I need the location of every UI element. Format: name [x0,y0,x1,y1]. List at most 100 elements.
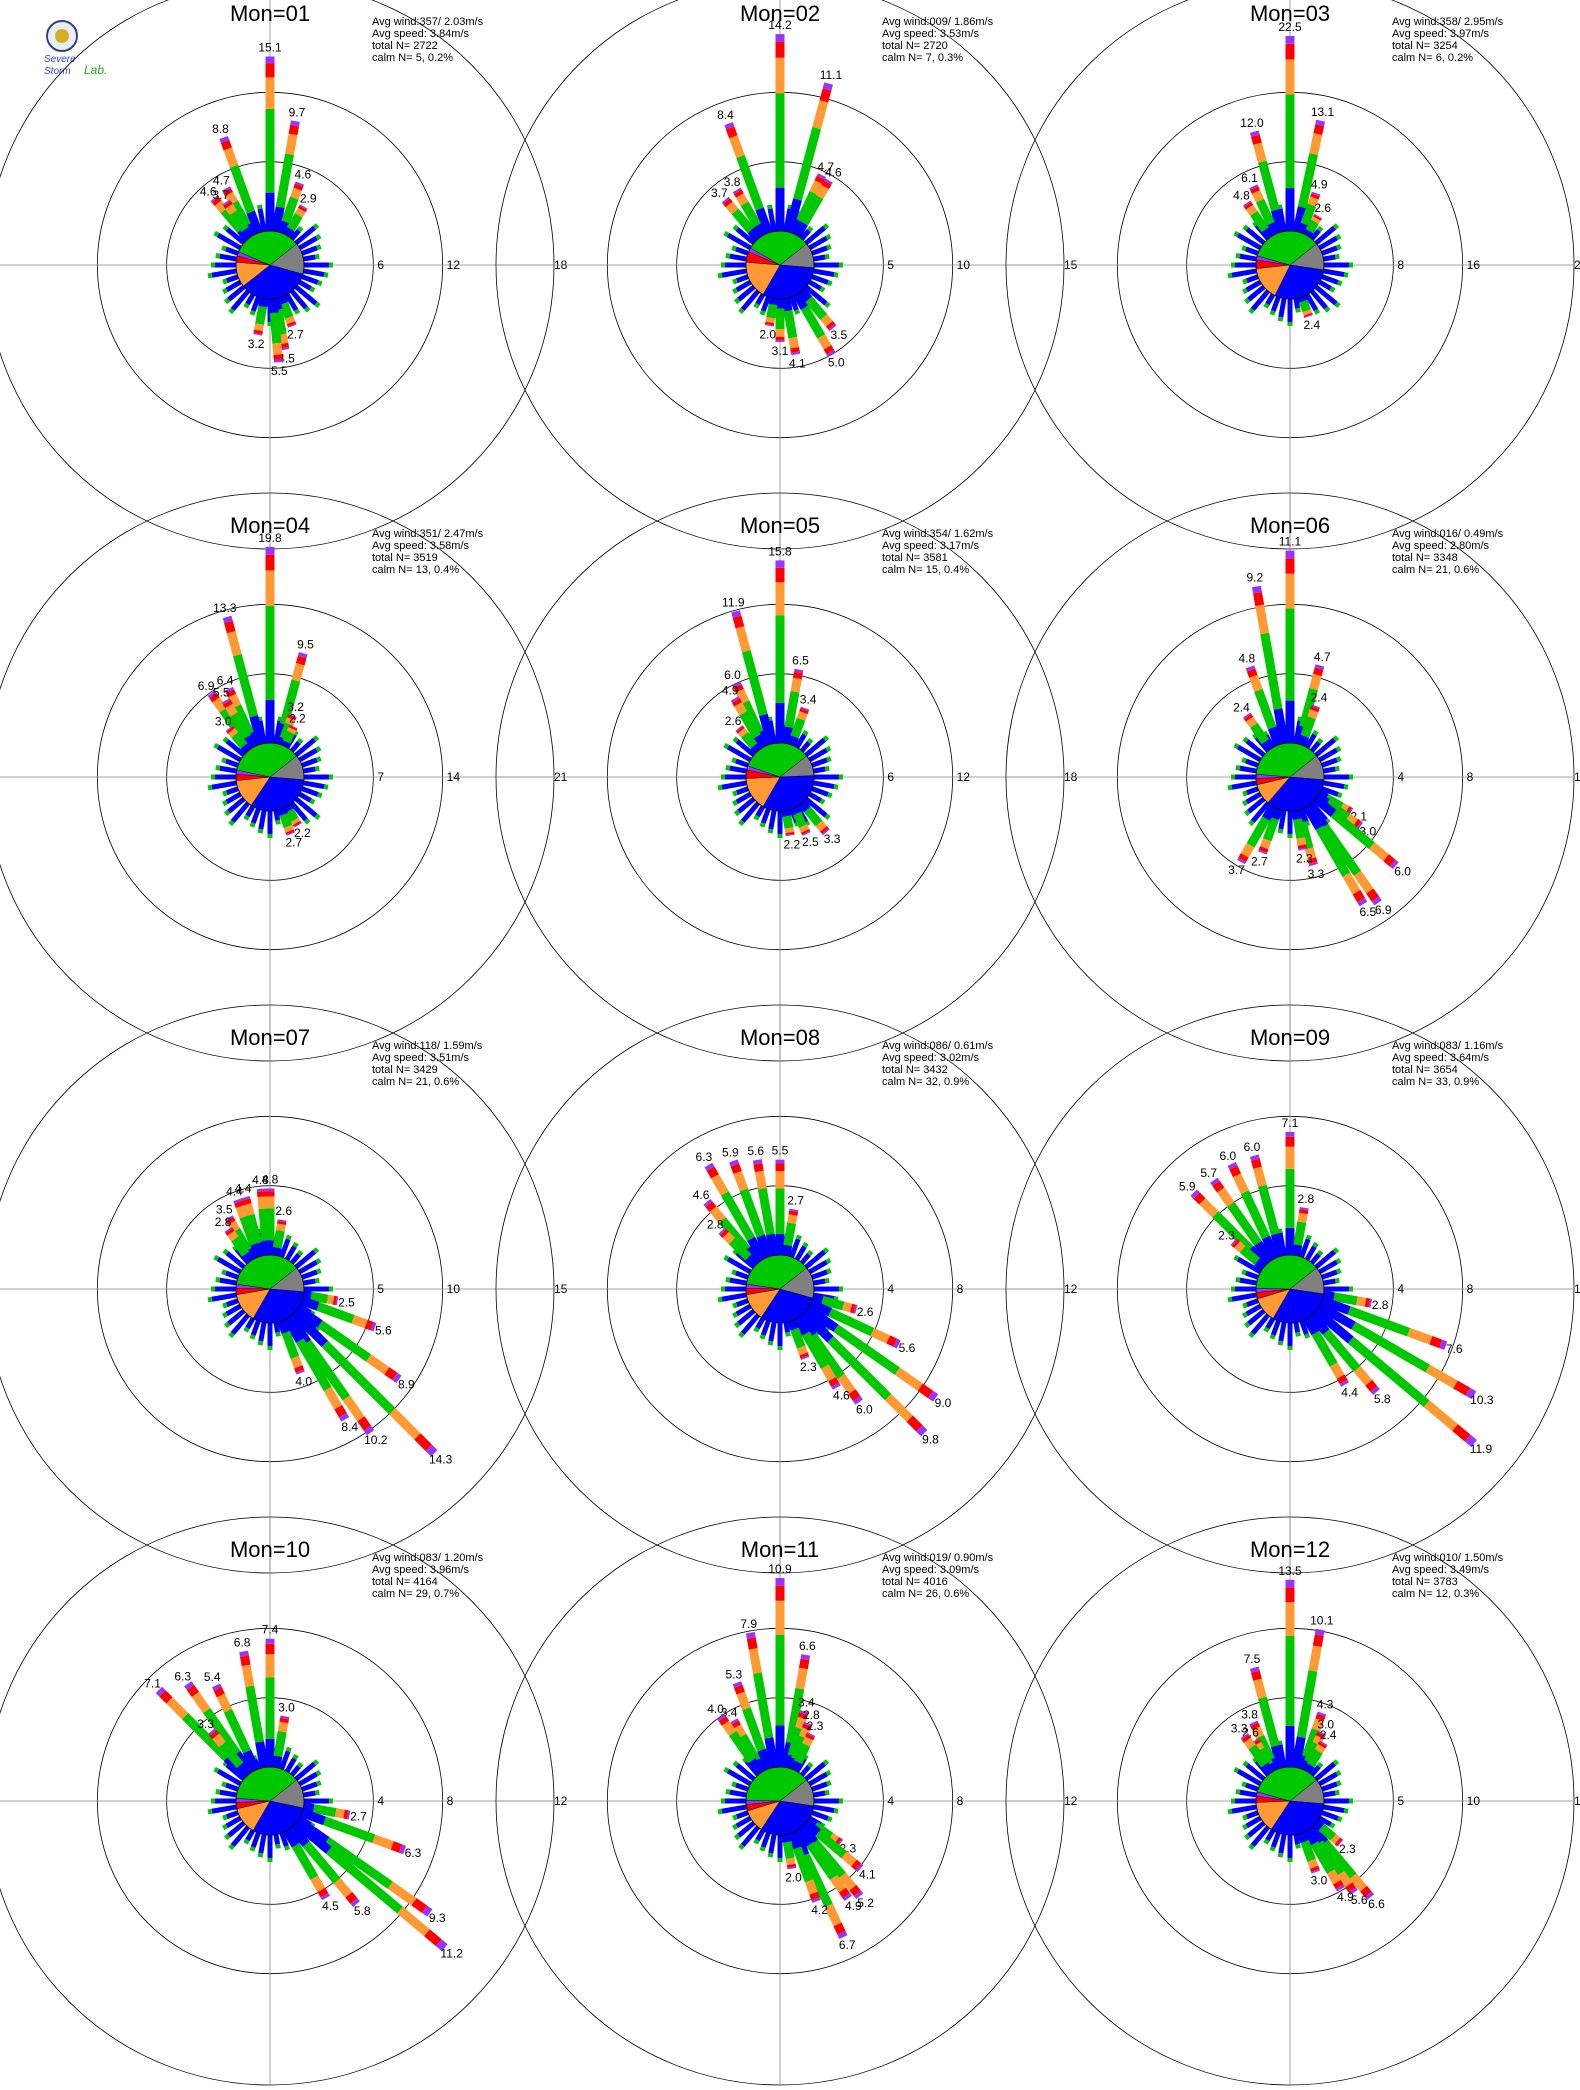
spoke-tip [1295,1331,1301,1337]
spoke-tip [215,252,221,259]
ring-label: 10 [447,1282,461,1296]
petal-segment [1249,1720,1259,1727]
spoke [813,254,826,262]
spoke-tip [292,1241,299,1248]
petal-label: 10.9 [768,1562,792,1576]
spoke-tip [1335,1257,1342,1265]
petal-segment [1321,1839,1357,1880]
petal-segment [855,1863,864,1872]
petal-label: 2.2 [784,837,801,851]
spoke-tip [731,245,737,252]
spoke-tip [822,735,830,742]
petal-segment [782,815,794,829]
petal-segment [711,1174,729,1196]
petal-segment [1423,1400,1458,1431]
spoke [294,796,318,818]
petal-segment [425,1444,438,1457]
petal-segment [224,1226,233,1234]
petal-segment [803,806,823,827]
spoke [1318,747,1339,763]
petal-segment [1347,1306,1411,1337]
petal-label: 6.0 [1394,864,1411,878]
spoke-tip [213,742,220,750]
petal-segment [225,725,234,732]
petal-segment [784,198,802,234]
petal-segment [422,1905,433,1917]
spoke [245,1317,256,1330]
petal-segment [272,342,283,355]
spoke-tip [1269,1334,1276,1340]
ring-label: 5 [377,1282,384,1296]
spoke [1270,1832,1281,1848]
petal-segment [1243,713,1254,722]
ring-label: 8 [1397,258,1404,272]
petal-segment [820,314,833,327]
petal-label: 6.0 [1244,1140,1261,1154]
spoke-tip [827,1304,833,1311]
petal-label: 4.9 [722,684,739,698]
petal-segment [277,333,289,345]
petal-label: 4.7 [213,174,230,188]
petal-label: 5.8 [1374,1392,1391,1406]
petal-segment [227,1230,239,1242]
petal-segment [740,201,762,228]
petal-segment [1330,1833,1341,1845]
petal-segment [800,194,824,226]
spoke-tip [807,1249,814,1257]
spoke [303,1790,316,1798]
rose-title: Mon=07 [230,1025,310,1050]
spoke-tip [767,828,774,834]
petal-segment [1371,896,1382,906]
petal-segment [224,1215,234,1222]
petal-segment [258,1208,271,1241]
petal-label: 14.3 [429,1453,453,1467]
petal-segment [842,1301,853,1313]
ring-label: 12 [1574,770,1580,784]
spoke-tip [1233,1766,1240,1774]
petal-segment [729,1718,739,1725]
petal-label: 5.6 [375,1323,392,1337]
spoke-tip [314,813,321,821]
info-line: Avg wind:351/ 2.47m/s [372,528,484,540]
spoke-tip [826,1780,832,1787]
petal-segment [363,1425,375,1436]
petal-segment [1364,1297,1371,1308]
petal-segment [411,1898,428,1913]
petal-label: 11.1 [820,68,843,82]
petal-segment [730,1163,742,1175]
petal-segment [1332,1879,1344,1890]
spoke [1318,279,1332,291]
info-line: Avg wind:016/ 0.49m/s [1392,528,1504,540]
petal-label: 2.5 [338,1295,355,1309]
petal-segment [753,1162,764,1173]
petal-label: 3.1 [772,344,789,358]
petal-segment [320,1893,330,1901]
spoke-tip [738,819,745,827]
petal-segment [741,700,764,735]
petal-segment [1237,857,1247,865]
spoke-tip [1241,1269,1247,1276]
info-line: calm N= 33, 0.9% [1392,1076,1479,1088]
petal-segment [1229,1165,1242,1178]
spoke [804,737,827,758]
petal-segment [225,203,238,216]
spoke [250,296,261,312]
ring-label: 4 [377,1794,384,1808]
petal-segment [239,1650,249,1657]
spoke [1318,1815,1332,1827]
petal-segment [798,1658,810,1670]
spoke [273,1834,281,1845]
petal-segment [288,725,298,731]
petal-segment [225,703,238,717]
spoke-tip [759,310,766,316]
petal-segment [186,1684,200,1698]
petal-label: 2.7 [286,836,303,850]
spoke-tip [1242,278,1248,285]
petal-segment [1199,1198,1219,1218]
petal-segment [703,1198,713,1208]
spoke [1250,289,1271,312]
petal-segment [1306,1749,1323,1768]
ring-label: 8 [1467,1282,1474,1296]
petal-segment [802,1723,812,1731]
